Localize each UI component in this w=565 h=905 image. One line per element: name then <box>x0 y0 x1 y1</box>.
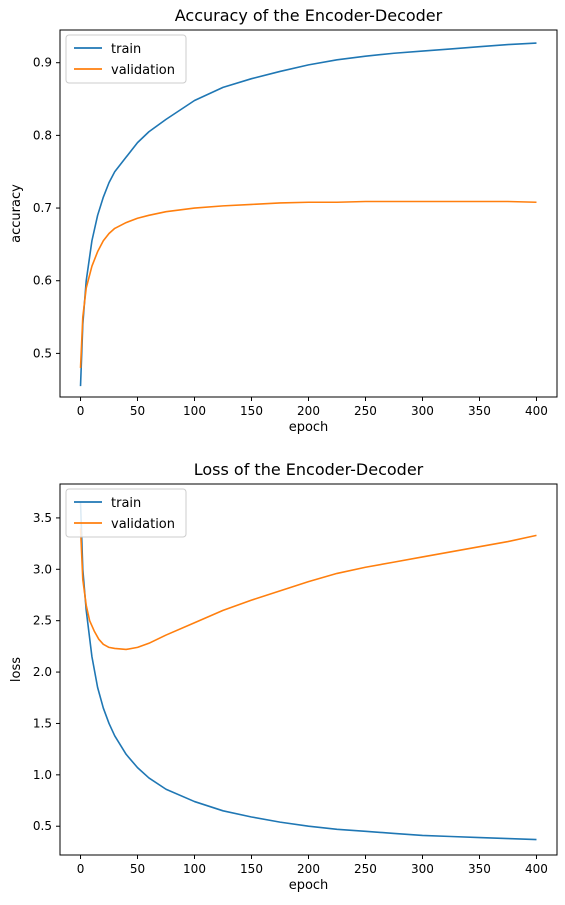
legend: train validation <box>65 488 187 538</box>
y-axis-label: accuracy <box>9 184 24 243</box>
x-tick-label: 100 <box>183 862 206 876</box>
y-tick-label: 0.8 <box>33 128 52 142</box>
y-tick-label: 0.7 <box>33 201 52 215</box>
y-tick-label: 1.5 <box>33 716 52 730</box>
x-tick-label: 300 <box>411 862 434 876</box>
y-tick-label: 2.0 <box>33 665 52 679</box>
y-tick-label: 0.5 <box>33 346 52 360</box>
x-tick-label: 0 <box>77 862 85 876</box>
x-tick-label: 250 <box>354 862 377 876</box>
x-tick-label: 50 <box>130 404 145 418</box>
plot-frame <box>59 29 558 398</box>
x-tick-label: 400 <box>525 862 548 876</box>
x-tick-label: 350 <box>468 862 491 876</box>
x-tick-label: 350 <box>468 404 491 418</box>
y-tick-label: 0.9 <box>33 56 52 70</box>
legend-label-validation: validation <box>111 517 175 532</box>
x-tick-label: 250 <box>354 404 377 418</box>
series-line-train <box>79 42 537 387</box>
series-line-validation <box>79 528 537 651</box>
chart-1: Accuracy of the Encoder-Decoder 0 50 100 150… <box>9 6 558 435</box>
x-tick-label: 150 <box>240 862 263 876</box>
x-tick-label: 0 <box>77 404 85 418</box>
legend: train validation <box>65 34 187 84</box>
y-axis-label: loss <box>9 657 24 682</box>
x-tick-label: 200 <box>297 404 320 418</box>
x-axis-label: epoch <box>289 420 329 435</box>
y-tick-label: 0.5 <box>33 819 52 833</box>
x-axis-label: epoch <box>289 878 329 893</box>
x-tick-label: 150 <box>240 404 263 418</box>
x-tick-label: 300 <box>411 404 434 418</box>
chart-title: Loss of the Encoder-Decoder <box>194 460 424 479</box>
legend-label-train: train <box>111 496 141 511</box>
legend-box <box>65 488 187 538</box>
series-line-train <box>79 502 537 841</box>
x-tick-label: 200 <box>297 862 320 876</box>
y-tick-label: 3.5 <box>33 511 52 525</box>
y-tick-label: 2.5 <box>33 614 52 628</box>
y-tick-label: 1.0 <box>33 768 52 782</box>
chart-title: Accuracy of the Encoder-Decoder <box>175 6 443 25</box>
chart-2: Loss of the Encoder-Decoder 0 50 100 150 200 2… <box>9 460 558 893</box>
series-line-validation <box>79 200 537 368</box>
x-tick-label: 400 <box>525 404 548 418</box>
x-tick-label: 100 <box>183 404 206 418</box>
legend-box <box>65 34 187 84</box>
plot-frame <box>59 483 558 856</box>
x-tick-label: 50 <box>130 862 145 876</box>
legend-label-validation: validation <box>111 63 175 78</box>
y-tick-label: 3.0 <box>33 562 52 576</box>
legend-label-train: train <box>111 42 141 57</box>
y-tick-label: 0.6 <box>33 274 52 288</box>
